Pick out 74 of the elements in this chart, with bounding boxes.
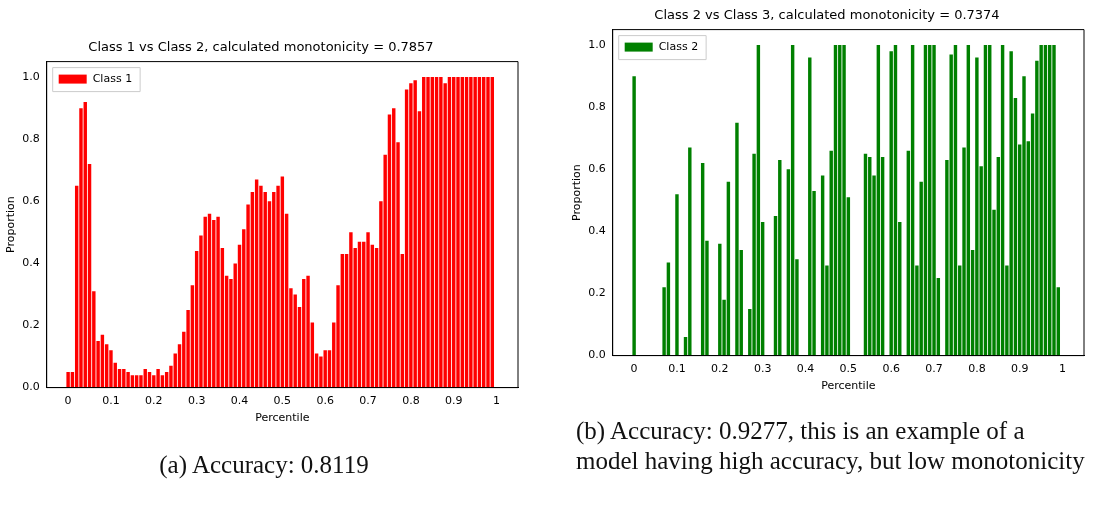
chart-title: Class 2 vs Class 3, calculated monotonicity = 0.7374 (654, 7, 1000, 23)
bar (456, 77, 460, 388)
x-tick-label: 1 (493, 394, 501, 408)
x-axis-title: Percentile (255, 411, 310, 425)
x-tick-label: 0.5 (273, 394, 292, 408)
bar (688, 147, 692, 356)
x-tick-label: 0.7 (925, 362, 943, 376)
x-tick-label: 0 (64, 394, 72, 408)
bar (413, 80, 417, 388)
bar (366, 232, 370, 388)
x-tick-label: 1 (1059, 362, 1067, 376)
y-tick-label: 0.8 (588, 100, 606, 114)
y-tick-label: 0.0 (22, 380, 40, 394)
chart-title: Class 1 vs Class 2, calculated monotonicity = 0.7857 (88, 39, 434, 55)
y-tick-label: 1.0 (22, 69, 40, 83)
bar (469, 77, 473, 388)
bar (306, 275, 310, 388)
y-axis-title: Proportion (570, 164, 584, 221)
y-tick-label: 0.4 (22, 256, 40, 270)
x-tick-label: 0.7 (359, 394, 377, 408)
x-tick-label: 0.3 (187, 394, 206, 408)
x-tick-label: 0.5 (839, 362, 858, 376)
bar (1009, 51, 1013, 356)
bar (675, 194, 679, 356)
x-tick-label: 0.1 (668, 362, 686, 376)
bar (126, 372, 130, 388)
bar (439, 77, 443, 388)
y-tick-label: 0.2 (22, 318, 40, 332)
bar (409, 83, 413, 388)
y-tick-label: 0.4 (588, 224, 606, 238)
y-tick-label: 0.2 (588, 286, 606, 300)
bar (632, 76, 636, 356)
y-tick-label: 1.0 (588, 37, 606, 51)
legend-label: Class 1 (92, 72, 133, 86)
x-axis-title: Percentile (821, 379, 876, 393)
bar (932, 45, 936, 356)
x-tick-label: 0.9 (444, 394, 463, 408)
bar (122, 368, 126, 388)
x-tick-label: 0.6 (316, 394, 334, 408)
y-tick-label: 0.6 (22, 194, 40, 208)
bar (216, 216, 220, 388)
bar (718, 243, 722, 356)
bar (486, 77, 490, 388)
bar (842, 45, 846, 356)
x-tick-label: 0.8 (968, 362, 986, 376)
x-tick-label: 0.4 (230, 394, 249, 408)
y-axis-title: Proportion (4, 196, 18, 253)
bar (66, 372, 70, 388)
bar (1052, 45, 1056, 356)
x-tick-label: 0 (630, 362, 638, 376)
x-tick-label: 0.3 (753, 362, 772, 376)
bar (975, 57, 979, 356)
bar (1039, 45, 1043, 356)
text: (a) Accuracy: 0.8119 (158, 450, 370, 480)
x-tick-label: 0.8 (402, 394, 420, 408)
bar (323, 350, 327, 388)
x-tick-label: 0.1 (102, 394, 120, 408)
x-tick-label: 0.2 (145, 394, 163, 408)
legend-label: Class 2 (658, 40, 699, 54)
bar (735, 122, 739, 356)
x-tick-label: 0.6 (882, 362, 900, 376)
x-tick-label: 0.2 (711, 362, 729, 376)
bar (1022, 76, 1026, 356)
bar (778, 160, 782, 356)
x-tick-label: 0.4 (796, 362, 815, 376)
y-tick-label: 0.0 (588, 348, 606, 362)
x-tick-label: 0.9 (1010, 362, 1029, 376)
bar (156, 368, 160, 388)
text: (b) Accuracy: 0.9277, this is an example of a model having high accuracy, but low monotonicity (576, 416, 1086, 476)
bar (426, 77, 430, 388)
bar (473, 77, 477, 388)
bar (349, 232, 353, 388)
y-tick-label: 0.8 (22, 132, 40, 146)
y-tick-label: 0.6 (588, 162, 606, 176)
